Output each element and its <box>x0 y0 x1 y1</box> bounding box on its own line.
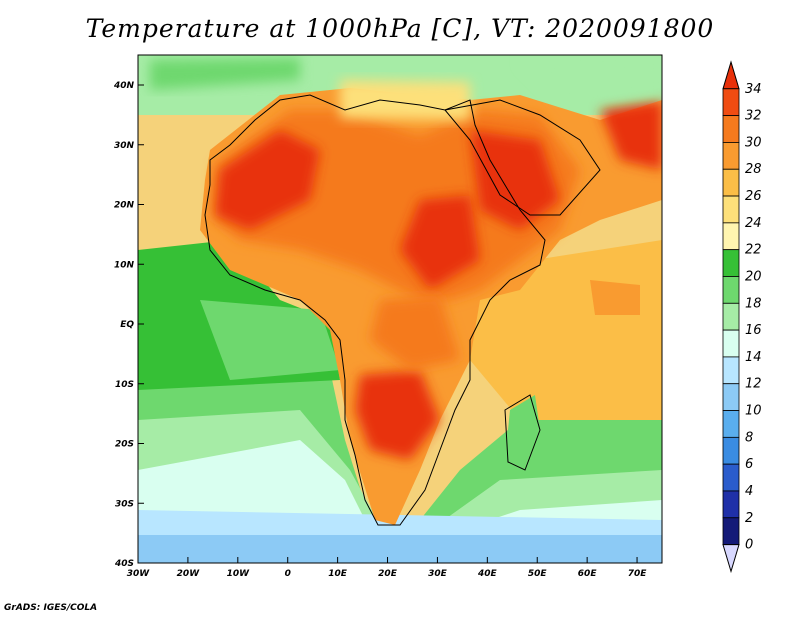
colorbar-swatch <box>722 142 740 170</box>
map-frame <box>137 54 663 564</box>
colorbar-label: 28 <box>745 162 762 177</box>
colorbar-swatch <box>722 195 740 224</box>
colorbar-label: 26 <box>745 189 762 204</box>
colorbar-swatch <box>722 517 740 545</box>
colorbar-swatch <box>722 249 740 277</box>
lat-tick-label: EQ <box>120 320 134 330</box>
lon-tick-label: 70E <box>628 569 648 579</box>
lon-tick-label: 20W <box>177 569 201 579</box>
lat-tick-label: 30N <box>114 141 135 151</box>
colorbar-label: 0 <box>745 538 753 553</box>
lat-tick-label: 20S <box>115 440 134 450</box>
colorbar-swatch <box>722 410 740 438</box>
colorbar-label: 14 <box>745 350 762 365</box>
colorbar-swatch <box>722 222 740 251</box>
coastlines <box>204 94 601 526</box>
colorbar-swatch <box>722 115 740 143</box>
lon-tick-label: 10E <box>328 569 348 579</box>
lon-tick-label: 20E <box>378 569 398 579</box>
lon-tick-label: 40E <box>477 569 498 579</box>
lon-tick-label: 30W <box>127 569 151 579</box>
lon-tick-label: 60E <box>578 569 598 579</box>
lon-tick-label: 30E <box>428 569 448 579</box>
temperature-field <box>138 55 662 563</box>
colorbar-label: 30 <box>745 135 762 150</box>
colorbar-swatch <box>722 276 740 304</box>
colorbar-swatch <box>722 329 740 358</box>
colorbar-swatch <box>722 383 740 411</box>
lat-tick-label: 20N <box>114 201 135 211</box>
lat-tick-label: 30S <box>115 499 134 509</box>
colorbar-swatch <box>722 168 740 197</box>
colorbar-label: 24 <box>745 216 762 231</box>
colorbar-swatch <box>722 356 740 385</box>
colorbar-label: 12 <box>745 377 762 392</box>
colorbar-label: 16 <box>745 323 762 338</box>
colorbar-label: 8 <box>745 430 753 445</box>
colorbar-label: 32 <box>745 109 762 124</box>
longitude-axis: 30W 20W 10W 0 10E 20E 30E 40E 50E 60E 70E <box>127 557 647 579</box>
colorbar-label: 2 <box>745 511 753 526</box>
colorbar-swatch <box>722 490 740 519</box>
lat-tick-label: 40N <box>113 81 135 91</box>
colorbar-label: 6 <box>745 457 753 472</box>
colorbar-swatch <box>722 436 740 465</box>
colorbar-label: 34 <box>745 82 762 97</box>
colorbar-swatch <box>722 463 740 492</box>
lat-tick-label: 10N <box>114 260 135 270</box>
lat-tick-label: 40S <box>114 559 134 569</box>
colorbar-label: 4 <box>745 484 753 499</box>
lon-tick-label: 50E <box>528 569 548 579</box>
colorbar-label: 10 <box>745 404 762 419</box>
colorbar-swatch <box>722 88 740 117</box>
colorbar-label: 18 <box>745 296 762 311</box>
colorbar-top-arrow <box>722 60 740 90</box>
lat-tick-label: 10S <box>115 380 134 390</box>
colorbar-swatch <box>722 302 740 331</box>
colorbar-bottom-arrow <box>722 544 740 574</box>
colorbar-label: 20 <box>745 269 762 284</box>
map-title: Temperature at 1000hPa [C], VT: 20200918… <box>85 14 715 43</box>
credit-text: GrADS: IGES/COLA <box>4 603 98 613</box>
latitude-axis: 40N 30N 20N 10N EQ 10S 20S 30S 40S <box>113 81 144 569</box>
lon-tick-label: 0 <box>285 569 291 579</box>
colorbar-label: 22 <box>745 243 762 258</box>
lon-tick-label: 10W <box>227 569 251 579</box>
